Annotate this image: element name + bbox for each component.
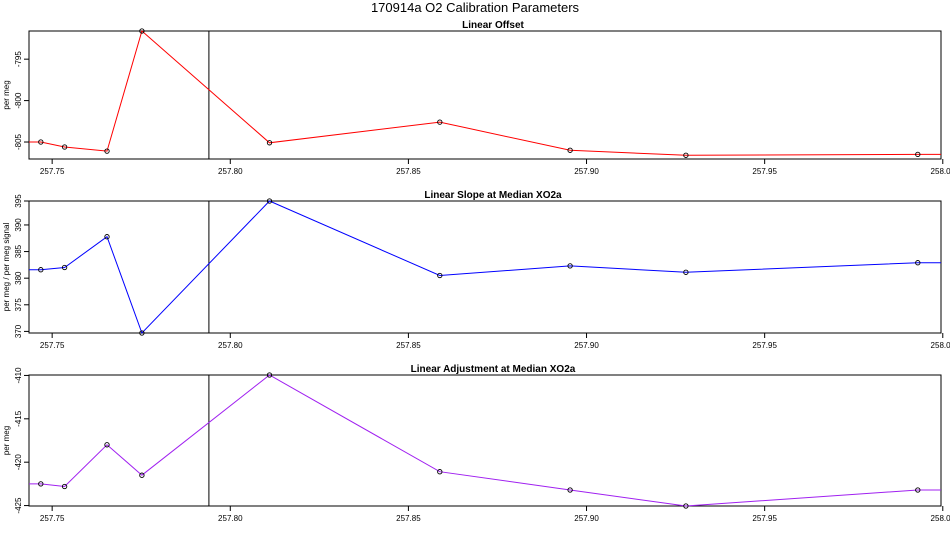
- plot1-y-tick-label: -795: [14, 51, 23, 68]
- plot2-x-tick-label: 257.80: [218, 341, 243, 350]
- plot2-x-tick-label: 257.85: [396, 341, 421, 350]
- plot2-x-tick-label: 257.75: [40, 341, 65, 350]
- plot3-y-tick-label: -425: [14, 497, 23, 514]
- plot3-y-tick-label: -420: [14, 454, 23, 471]
- plot2-frame: [28, 200, 942, 334]
- plot2-data-point: [61, 264, 68, 271]
- plot3-title: Linear Adjustment at Median XO2a: [411, 364, 576, 375]
- plot2-x-tick-label: 257.95: [752, 341, 777, 350]
- plot3-data-point: [567, 487, 573, 493]
- plot2-title: Linear Slope at Median XO2a: [424, 190, 562, 201]
- plot1-data-point: [38, 139, 44, 145]
- plot2-data-point: [567, 263, 573, 269]
- plot1-title: Linear Offset: [462, 20, 524, 31]
- plot3-y-axis-label: per meg: [2, 426, 11, 455]
- plot3-data-point: [437, 469, 443, 475]
- plot3-frame: [28, 374, 942, 507]
- plot1-data-point: [567, 147, 573, 153]
- plot3-data-point: [139, 472, 145, 478]
- plot2-y-tick-label: 385: [14, 244, 23, 258]
- plot2-y-tick-label: 390: [14, 218, 23, 232]
- plot1-x-tick-label: 257.85: [396, 167, 421, 176]
- plot1-y-tick-label: -805: [14, 133, 23, 150]
- plot2-data-point: [104, 234, 110, 240]
- plot2-y-tick-label: 395: [14, 194, 23, 208]
- plot2-data-point: [139, 330, 145, 336]
- plot2-data-point: [915, 260, 921, 266]
- plot1-y-axis-label: per meg: [2, 80, 11, 109]
- plot2-x-tick-label: 257.90: [574, 341, 599, 350]
- plot3-data-point: [104, 442, 110, 448]
- plot2-data-point: [266, 198, 273, 204]
- plot2-data-point: [38, 267, 44, 273]
- plot1-data-point: [139, 28, 145, 34]
- plot3-x-tick-label: 257.80: [218, 514, 243, 523]
- plot2-series-line: [29, 200, 941, 334]
- plot3-data-point: [38, 481, 44, 487]
- plot1-frame: [28, 30, 942, 160]
- plot3-x-tick-label: 257.90: [574, 514, 599, 523]
- plot3-x-tick-label: 258.00: [931, 514, 950, 523]
- plot1-x-tick-label: 258.00: [931, 167, 950, 176]
- plot3-x-tick-label: 257.85: [396, 514, 421, 523]
- plot1-data-point: [683, 152, 689, 158]
- plot1-x-tick-label: 257.75: [40, 167, 65, 176]
- plot3-y-tick-label: -410: [14, 367, 23, 384]
- plot2-data-point: [683, 269, 689, 275]
- plot3-data-point: [266, 372, 273, 378]
- plot1-data-point: [61, 144, 68, 150]
- plot1-data-point: [915, 151, 921, 158]
- plot3-data-point: [915, 487, 921, 493]
- plot3-x-tick-label: 257.95: [752, 514, 777, 523]
- plot1-data-point: [104, 148, 110, 154]
- plot1-data-point: [266, 140, 273, 146]
- plot2-data-point: [437, 272, 443, 279]
- plot1-y-tick-label: -800: [14, 92, 23, 109]
- plot1-series-line: [29, 30, 941, 156]
- plot2-y-axis-label: per meg / per meg signal: [2, 223, 11, 312]
- plot2-y-tick-label: 375: [14, 298, 23, 312]
- figure-title: 170914a O2 Calibration Parameters: [370, 0, 580, 15]
- plot1-x-tick-label: 257.90: [574, 167, 599, 176]
- plot3-y-tick-label: -415: [14, 410, 23, 427]
- plot1-x-tick-label: 257.95: [752, 167, 777, 176]
- plot3-series-line: [29, 374, 941, 507]
- plot3-data-point: [683, 503, 689, 509]
- plot2-y-tick-label: 370: [14, 324, 23, 338]
- plot3-x-tick-label: 257.75: [40, 514, 65, 523]
- plot3-data-point: [61, 483, 68, 490]
- plot2-x-tick-label: 258.00: [931, 341, 950, 350]
- plot1-x-tick-label: 257.80: [218, 167, 243, 176]
- plot1-data-point: [437, 119, 443, 125]
- plot2-y-tick-label: 380: [14, 271, 23, 285]
